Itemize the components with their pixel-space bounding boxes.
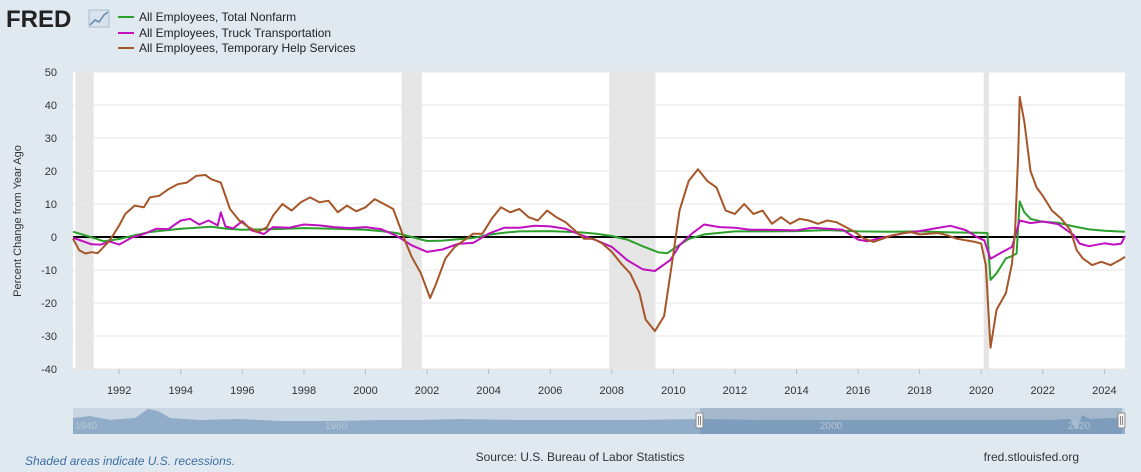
navigator-label-2000: 2000 [820, 421, 843, 432]
fred-logo-text: FRED [6, 6, 71, 33]
y-tick-label: 40 [45, 100, 57, 112]
x-tick-label: 1998 [292, 385, 316, 397]
range-navigator[interactable]: 1940 1960 2000 2020 [73, 408, 1126, 434]
x-tick-label: 1992 [107, 385, 131, 397]
x-tick-label: 2024 [1092, 385, 1116, 397]
fred-site-link[interactable]: fred.stlouisfed.org [984, 450, 1079, 464]
legend-item-total-nonfarm[interactable]: All Employees, Total Nonfarm [118, 10, 296, 24]
series-truck-transportation[interactable] [72, 211, 1126, 272]
x-tick-label: 2000 [353, 385, 377, 397]
x-tick-label: 2006 [538, 385, 562, 397]
navigator-label-2020: 2020 [1068, 421, 1091, 432]
y-tick-label: -10 [41, 265, 57, 277]
y-tick-label: 10 [45, 199, 57, 211]
x-tick-label: 2010 [661, 385, 685, 397]
recession-band-3 [983, 72, 989, 369]
legend: All Employees, Total Nonfarm All Employe… [118, 10, 356, 55]
y-tick-label: 30 [45, 133, 57, 145]
x-tick-label: 2022 [1031, 385, 1055, 397]
navigator-label-1960: 1960 [325, 421, 348, 432]
navigator-selected-range[interactable] [700, 408, 1122, 434]
x-tick-label: 2002 [415, 385, 439, 397]
x-tick-label: 1994 [169, 385, 193, 397]
y-tick-label: 0 [51, 232, 57, 244]
navigator-series-area [73, 409, 1125, 434]
source-label: Source: U.S. Bureau of Labor Statistics [476, 450, 685, 464]
series-temporary-help[interactable] [72, 95, 1126, 349]
navigator-label-1940: 1940 [75, 421, 98, 432]
recession-band-0 [75, 72, 94, 369]
fred-logo[interactable]: FRED [6, 6, 110, 33]
x-tick-label: 2020 [969, 385, 993, 397]
x-tick-label: 2012 [723, 385, 747, 397]
legend-label-total-nonfarm: All Employees, Total Nonfarm [139, 10, 296, 24]
x-tick-label: 1996 [230, 385, 254, 397]
y-axis-ticks: 50 40 30 20 10 0 -10 -20 -30 -40 [41, 67, 57, 376]
trend-graph-icon [88, 9, 110, 28]
y-axis-title: Percent Change from Year Ago [12, 145, 24, 297]
x-axis-ticks: 1992 1994 1996 1998 2000 2002 2004 2006 2008 2010… [107, 369, 1117, 397]
x-tick-label: 2016 [846, 385, 870, 397]
recession-bands [75, 72, 989, 369]
legend-label-temporary-help: All Employees, Temporary Help Services [139, 41, 356, 55]
legend-item-truck-transportation[interactable]: All Employees, Truck Transportation [118, 26, 331, 40]
plot-area[interactable] [73, 72, 1125, 369]
y-tick-label: -30 [41, 331, 57, 343]
x-tick-label: 2014 [784, 385, 808, 397]
recession-band-2 [609, 72, 656, 369]
legend-label-truck-transportation: All Employees, Truck Transportation [139, 26, 331, 40]
x-tick-label: 2004 [476, 385, 500, 397]
navigator-handle-right[interactable] [1117, 412, 1126, 429]
gridlines [73, 71, 1125, 370]
y-tick-label: -20 [41, 298, 57, 310]
y-tick-label: -40 [41, 364, 57, 376]
legend-item-temporary-help[interactable]: All Employees, Temporary Help Services [118, 41, 356, 55]
series-lines [72, 95, 1126, 349]
recession-band-1 [401, 72, 422, 369]
navigator-handle-left[interactable] [695, 412, 704, 429]
x-tick-label: 2008 [600, 385, 624, 397]
y-tick-label: 20 [45, 166, 57, 178]
y-tick-label: 50 [45, 67, 57, 79]
recession-note: Shaded areas indicate U.S. recessions. [25, 454, 235, 468]
x-tick-label: 2018 [907, 385, 931, 397]
